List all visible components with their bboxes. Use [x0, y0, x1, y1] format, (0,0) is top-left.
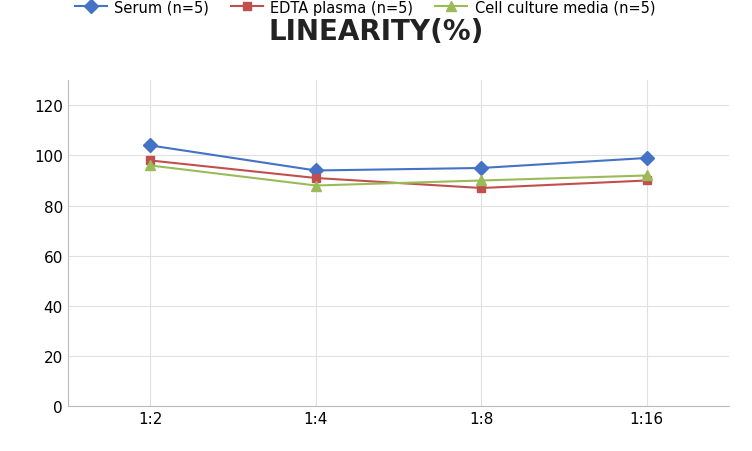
EDTA plasma (n=5) — [477, 186, 486, 191]
Serum (n=5) — [146, 143, 155, 149]
Cell culture media (n=5) — [311, 184, 320, 189]
Serum (n=5) — [311, 168, 320, 174]
Cell culture media (n=5) — [642, 173, 651, 179]
Legend: Serum (n=5), EDTA plasma (n=5), Cell culture media (n=5): Serum (n=5), EDTA plasma (n=5), Cell cul… — [75, 1, 655, 16]
EDTA plasma (n=5) — [311, 176, 320, 181]
EDTA plasma (n=5) — [146, 158, 155, 164]
Serum (n=5) — [642, 156, 651, 161]
Line: EDTA plasma (n=5): EDTA plasma (n=5) — [146, 157, 651, 193]
Line: Serum (n=5): Serum (n=5) — [146, 141, 651, 176]
Line: Cell culture media (n=5): Cell culture media (n=5) — [146, 161, 651, 191]
Cell culture media (n=5) — [477, 179, 486, 184]
Cell culture media (n=5) — [146, 163, 155, 169]
Serum (n=5) — [477, 166, 486, 171]
Text: LINEARITY(%): LINEARITY(%) — [268, 18, 484, 46]
EDTA plasma (n=5) — [642, 179, 651, 184]
